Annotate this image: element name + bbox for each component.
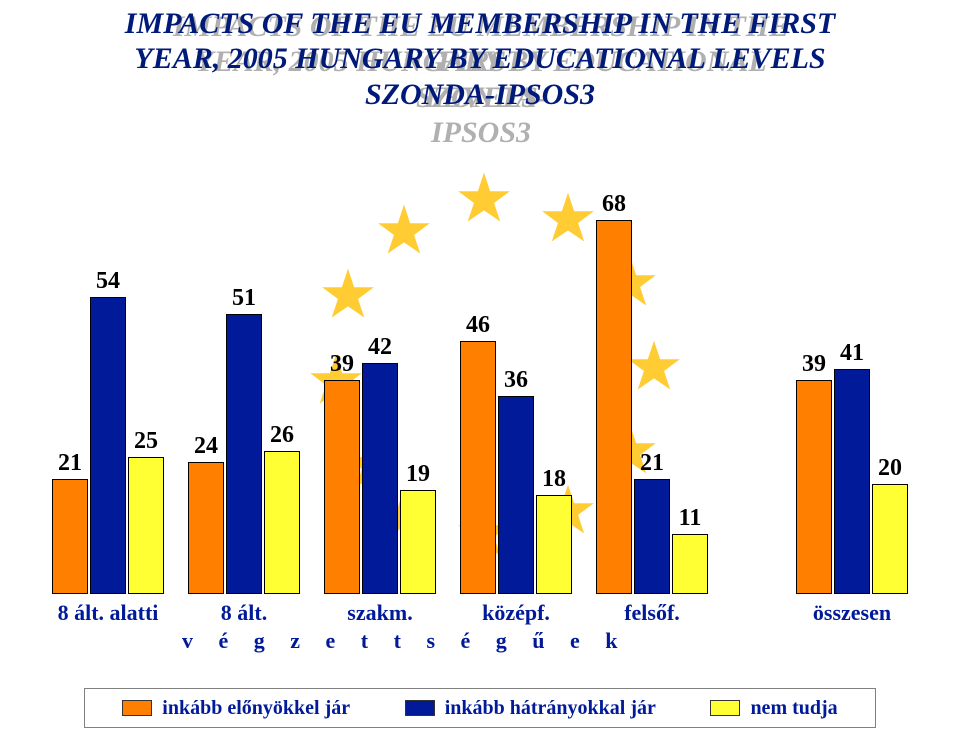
background-star-icon xyxy=(540,190,596,246)
bar-value-label: 20 xyxy=(873,455,907,482)
bar-value-label: 24 xyxy=(189,433,223,460)
bar-osszesen-dontknow: 20 xyxy=(872,484,908,594)
bar-8alt-dontknow: 26 xyxy=(264,451,300,594)
bar-value-label: 25 xyxy=(129,428,163,455)
bar-kozepf-dontknow: 18 xyxy=(536,495,572,594)
bar-value-label: 11 xyxy=(673,505,707,532)
bar-value-label: 19 xyxy=(401,461,435,488)
legend-swatch-icon xyxy=(405,700,435,716)
x-label-szakm: szakm. xyxy=(347,600,412,626)
bar-value-label: 21 xyxy=(53,450,87,477)
background-star-icon xyxy=(320,266,376,322)
legend-item-disadvantages: inkább hátrányokkal jár xyxy=(405,697,656,720)
bar-osszesen-disadvantages: 41 xyxy=(834,369,870,595)
bar-8alt_alatti-disadvantages: 54 xyxy=(90,297,126,594)
bar-felsof-disadvantages: 21 xyxy=(634,479,670,595)
background-star-icon xyxy=(376,202,432,258)
bar-value-label: 51 xyxy=(227,285,261,312)
chart-area: 215425245126394219463618682111394120 8 á… xyxy=(52,154,908,654)
bar-felsof-advantages: 68 xyxy=(596,220,632,594)
x-label-kozepf: középf. xyxy=(482,600,550,626)
legend-label: inkább előnyökkel jár xyxy=(162,697,350,720)
chart-legend: inkább előnyökkel jár inkább hátrányokkal… xyxy=(84,688,876,728)
bar-value-label: 46 xyxy=(461,312,495,339)
bar-value-label: 41 xyxy=(835,340,869,367)
legend-swatch-icon xyxy=(710,700,740,716)
bar-kozepf-disadvantages: 36 xyxy=(498,396,534,594)
title-line-1: IMPACTS OF THE EU MEMBERSHIP IN THE FIRS… xyxy=(20,6,940,41)
background-star-icon xyxy=(456,170,512,226)
title-line-3-text: SZONDA-IPSOS3 xyxy=(365,78,595,111)
bar-value-label: 26 xyxy=(265,422,299,449)
legend-label: nem tudja xyxy=(750,697,837,720)
bar-value-label: 54 xyxy=(91,268,125,295)
bar-value-label: 18 xyxy=(537,466,571,493)
bar-value-label: 68 xyxy=(597,191,631,218)
legend-label: inkább hátrányokkal jár xyxy=(445,697,656,720)
chart-title-block: IMPACTS OF THE EU MEMBERSHIP IN THE FIRS… xyxy=(0,0,960,112)
background-star-icon xyxy=(626,338,682,394)
x-label-8alt_alatti: 8 ált. alatti xyxy=(58,600,159,626)
bar-value-label: 42 xyxy=(363,334,397,361)
title-line-1-text: IMPACTS OF THE EU MEMBERSHIP IN THE FIRS… xyxy=(125,7,835,40)
bar-8alt-advantages: 24 xyxy=(188,462,224,594)
title-line-2-text: YEAR, 2005 HUNGARY BY EDUCATIONAL LEVELS xyxy=(134,42,825,75)
title-line-2: YEAR, 2005 HUNGARY BY EDUCATIONAL LEVELS… xyxy=(20,41,940,76)
bar-value-label: 39 xyxy=(325,351,359,378)
bar-osszesen-advantages: 39 xyxy=(796,380,832,595)
legend-item-dontknow: nem tudja xyxy=(710,697,837,720)
bar-value-label: 39 xyxy=(797,351,831,378)
bar-value-label: 36 xyxy=(499,367,533,394)
chart-x-axis-title: v é g z e t t s é g ű e k xyxy=(182,628,628,654)
bar-value-label: 21 xyxy=(635,450,669,477)
bar-8alt_alatti-advantages: 21 xyxy=(52,479,88,595)
bar-8alt-disadvantages: 51 xyxy=(226,314,262,595)
bar-kozepf-advantages: 46 xyxy=(460,341,496,594)
bar-szakm-dontknow: 19 xyxy=(400,490,436,595)
legend-item-advantages: inkább előnyökkel jár xyxy=(122,697,350,720)
bar-felsof-dontknow: 11 xyxy=(672,534,708,595)
legend-swatch-icon xyxy=(122,700,152,716)
bar-szakm-disadvantages: 42 xyxy=(362,363,398,594)
x-label-osszesen: összesen xyxy=(813,600,891,626)
bar-8alt_alatti-dontknow: 25 xyxy=(128,457,164,595)
x-label-8alt: 8 ált. xyxy=(221,600,267,626)
x-label-felsof: felsőf. xyxy=(624,600,680,626)
bar-szakm-advantages: 39 xyxy=(324,380,360,595)
